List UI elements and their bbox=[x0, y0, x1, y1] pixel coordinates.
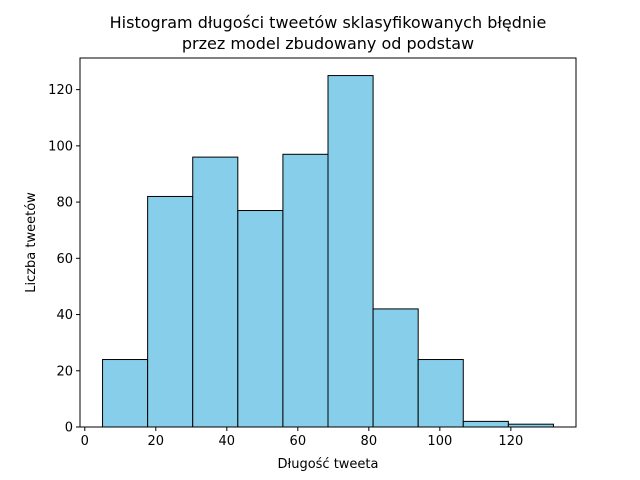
histogram-bar bbox=[417, 359, 464, 428]
histogram-bar bbox=[462, 420, 509, 428]
y-tick-label: 100 bbox=[48, 139, 73, 154]
y-axis-label: Liczba tweetów bbox=[24, 192, 39, 293]
x-tick-label: 40 bbox=[219, 434, 236, 449]
x-axis-label: Długość tweeta bbox=[278, 457, 379, 472]
chart-title-line: Histogram długości tweetów sklasyfikowan… bbox=[110, 13, 547, 32]
y-axis-ticks: 0 20 40 60 80 100 120 bbox=[48, 83, 80, 436]
histogram-bar bbox=[237, 210, 284, 428]
axes-frame bbox=[79, 57, 577, 428]
y-tick-label: 20 bbox=[56, 364, 73, 379]
x-tick-label: 80 bbox=[361, 434, 378, 449]
histogram-bar bbox=[282, 153, 329, 428]
x-tick-label: 100 bbox=[427, 434, 452, 449]
y-tick-label: 60 bbox=[56, 252, 73, 267]
x-tick-label: 120 bbox=[498, 434, 523, 449]
y-tick-label: 120 bbox=[48, 83, 73, 98]
histogram-bar bbox=[147, 195, 194, 428]
y-tick-label: 0 bbox=[65, 421, 73, 436]
histogram-bar bbox=[102, 359, 149, 428]
y-tick-label: 40 bbox=[56, 308, 73, 323]
histogram-bars bbox=[102, 75, 554, 428]
chart-title-line: przez model zbudowany od podstaw bbox=[182, 34, 474, 53]
x-tick-label: 20 bbox=[148, 434, 165, 449]
x-tick-label: 0 bbox=[81, 434, 89, 449]
x-axis-ticks: 0 20 40 60 80 100 120 bbox=[81, 427, 523, 449]
histogram-bar bbox=[192, 156, 239, 428]
y-tick-label: 80 bbox=[56, 196, 73, 211]
histogram-bar bbox=[327, 75, 374, 428]
histogram-bar bbox=[372, 308, 419, 428]
x-tick-label: 60 bbox=[290, 434, 307, 449]
chart-title: Histogram długości tweetów sklasyfikowan… bbox=[110, 13, 547, 53]
